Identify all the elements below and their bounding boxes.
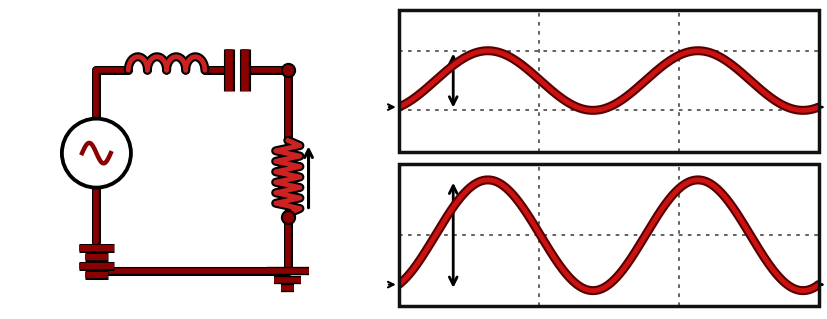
Circle shape: [65, 121, 128, 185]
Circle shape: [60, 117, 132, 189]
